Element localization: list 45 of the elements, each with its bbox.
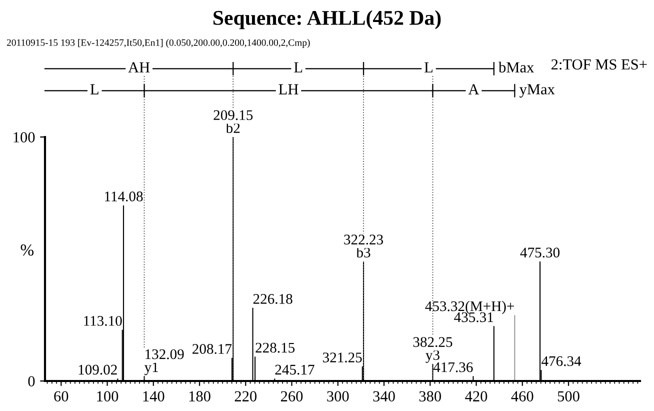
text: L bbox=[90, 84, 98, 94]
annotation: 209.15 bbox=[214, 110, 253, 120]
annotation: y1 bbox=[144, 362, 158, 376]
annotation: 208.17 bbox=[192, 344, 232, 354]
x-tick-label: 180 bbox=[189, 391, 210, 402]
annotation: 109.02 bbox=[78, 364, 117, 375]
y-axis-title: % bbox=[20, 244, 34, 256]
annotation: 475.30 bbox=[520, 248, 560, 258]
x-tick-label: 220 bbox=[234, 391, 257, 402]
annotation: 228.15 bbox=[256, 342, 295, 353]
annotation: 435.31 bbox=[454, 312, 494, 322]
chart-title: Sequence: AHLL(452 Da) bbox=[214, 10, 441, 30]
annotation: 453.32(M+H)+ bbox=[425, 300, 514, 314]
text: yMax bbox=[519, 84, 555, 98]
text: A bbox=[468, 84, 480, 94]
x-tick-label: 300 bbox=[327, 391, 349, 402]
annotation: 321.25 bbox=[322, 352, 362, 362]
annotation: 226.18 bbox=[253, 294, 292, 304]
x-tick-label: 140 bbox=[143, 391, 164, 402]
chart-subtitle: 20110915-15 193 [Ev-124257,It50,En1] (0.050,200.00,0.200,1400.00,2,Cmp) bbox=[6, 39, 310, 48]
text: bMax bbox=[498, 62, 534, 73]
x-tick-label: 340 bbox=[373, 391, 395, 402]
annotation: 382.25 bbox=[413, 337, 452, 348]
annotation: 113.10 bbox=[84, 316, 122, 326]
annotation: b2 bbox=[226, 122, 240, 134]
text: L bbox=[424, 62, 432, 72]
annotation: 132.09 bbox=[146, 349, 184, 360]
x-tick-label: 420 bbox=[465, 391, 488, 402]
x-tick-label: 380 bbox=[419, 391, 442, 402]
x-tick-label: 460 bbox=[511, 391, 534, 402]
annotation: 417.36 bbox=[433, 362, 473, 372]
text: 2:TOF MS ES+ bbox=[551, 59, 647, 70]
annotation: 476.34 bbox=[542, 356, 582, 366]
annotation: y3 bbox=[426, 350, 440, 363]
text: AH bbox=[128, 62, 150, 72]
x-tick-label: 60 bbox=[54, 391, 68, 402]
annotation: 114.08 bbox=[105, 192, 143, 202]
x-tick-label: 100 bbox=[97, 391, 118, 402]
x-tick-label: 260 bbox=[280, 391, 303, 402]
annotation: 245.17 bbox=[275, 364, 314, 375]
x-tick-label: 500 bbox=[558, 391, 580, 402]
y-tick-label: 0 bbox=[28, 376, 35, 386]
text: L bbox=[294, 62, 302, 72]
annotation: 322.23 bbox=[344, 234, 384, 245]
text: LH bbox=[278, 84, 298, 94]
